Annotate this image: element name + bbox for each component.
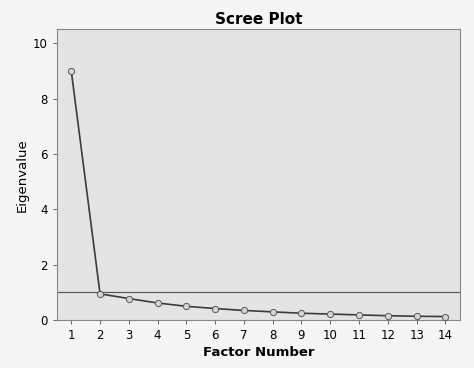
Title: Scree Plot: Scree Plot <box>215 12 302 27</box>
X-axis label: Factor Number: Factor Number <box>202 346 314 360</box>
Y-axis label: Eigenvalue: Eigenvalue <box>16 138 29 212</box>
